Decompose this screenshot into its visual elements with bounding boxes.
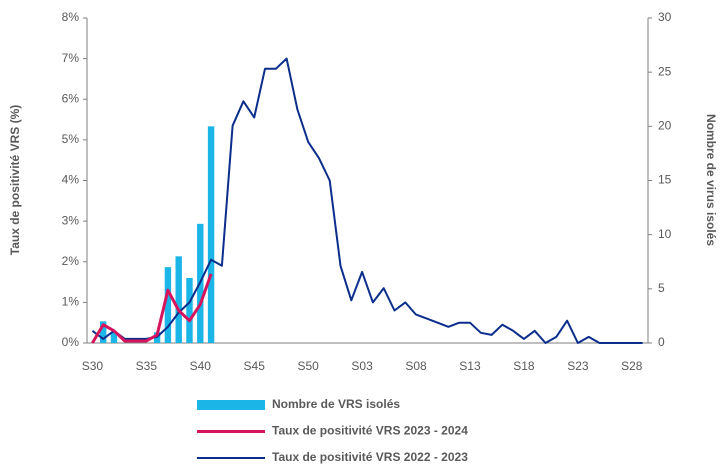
y2-tick-label: 0	[658, 335, 665, 349]
y-tick-label: 6%	[62, 91, 80, 105]
y-tick-label: 3%	[62, 213, 80, 227]
line	[91, 273, 213, 344]
bar	[186, 278, 193, 343]
legend-label: Taux de positivité VRS 2023 - 2024	[272, 424, 468, 438]
x-tick-label: S45	[244, 359, 266, 373]
x-tick-label: S03	[351, 359, 373, 373]
y2-tick-label: 20	[658, 119, 672, 133]
y2-axis-label: Nombre de virus isolés	[704, 114, 718, 246]
x-tick-label: S30	[82, 359, 104, 373]
y-tick-label: 0%	[62, 335, 80, 349]
y-tick-label: 1%	[62, 295, 80, 309]
y-tick-label: 2%	[62, 254, 80, 268]
line	[91, 57, 643, 344]
x-tick-label: S23	[567, 359, 589, 373]
y2-tick-label: 15	[658, 173, 672, 187]
y-tick-label: 5%	[62, 132, 80, 146]
legend-label: Taux de positivité VRS 2022 - 2023	[272, 450, 468, 464]
x-tick-label: S35	[136, 359, 158, 373]
bar	[207, 126, 215, 343]
y-tick-label: 8%	[62, 10, 80, 24]
bar	[175, 256, 182, 343]
y2-tick-label: 10	[658, 227, 672, 241]
x-tick-label: S50	[297, 359, 319, 373]
y2-tick-label: 30	[658, 10, 672, 24]
x-tick-label: S28	[621, 359, 643, 373]
bar	[164, 267, 172, 343]
bar	[110, 332, 118, 343]
x-tick-label: S40	[190, 359, 212, 373]
y-tick-label: 4%	[62, 173, 80, 187]
bar	[99, 321, 107, 343]
x-tick-label: S13	[459, 359, 481, 373]
x-tick-label: S08	[405, 359, 427, 373]
y2-tick-label: 5	[658, 281, 665, 295]
x-tick-label: S18	[513, 359, 535, 373]
legend-swatch	[197, 400, 265, 410]
y2-tick-label: 25	[658, 64, 672, 78]
y-tick-label: 7%	[62, 51, 80, 65]
legend-label: Nombre de VRS isolés	[272, 397, 400, 411]
y-axis-label: Taux de positivité VRS (%)	[8, 105, 22, 255]
